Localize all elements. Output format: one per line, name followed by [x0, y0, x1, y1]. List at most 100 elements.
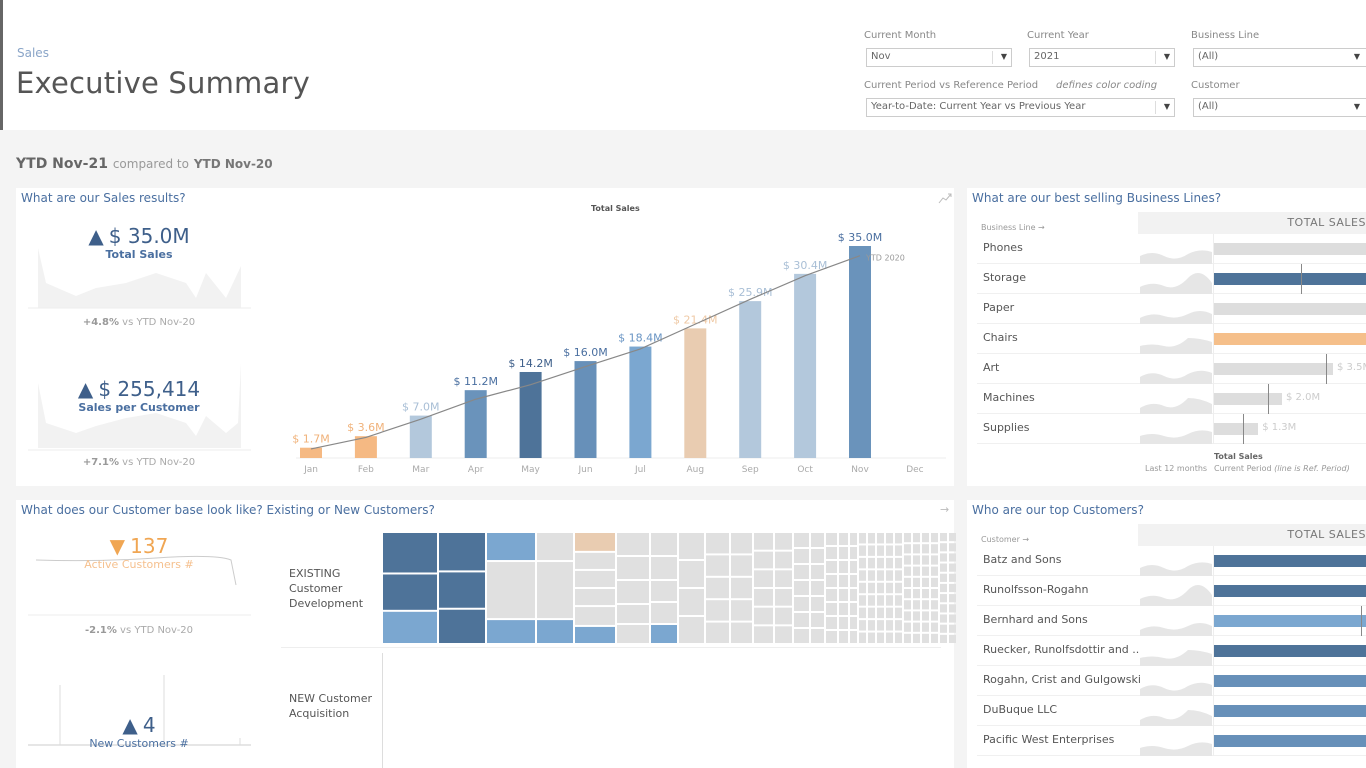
treemap-cell[interactable]	[794, 597, 809, 611]
treemap-cell[interactable]	[794, 581, 809, 595]
treemap-cell[interactable]	[940, 624, 947, 633]
treemap-cell[interactable]	[931, 611, 938, 621]
treemap-cell[interactable]	[949, 624, 956, 633]
treemap-cell[interactable]	[949, 604, 956, 613]
treemap-cell[interactable]	[731, 600, 752, 621]
treemap-cell[interactable]	[487, 562, 535, 619]
treemap-cell[interactable]	[931, 622, 938, 632]
bar-jun[interactable]	[574, 361, 597, 458]
treemap-cell[interactable]	[904, 611, 911, 621]
treemap-cell[interactable]	[922, 600, 929, 610]
treemap-cell[interactable]	[706, 555, 729, 576]
treemap-cell[interactable]	[775, 589, 792, 606]
treemap-cell[interactable]	[877, 557, 884, 569]
treemap-cell[interactable]	[775, 570, 792, 587]
treemap-cell[interactable]	[877, 582, 884, 594]
treemap-cell[interactable]	[922, 555, 929, 565]
treemap-cell[interactable]	[731, 577, 752, 599]
list-item[interactable]: Pacific West Enterprises	[977, 726, 1366, 756]
treemap-cell[interactable]	[931, 544, 938, 554]
sales-bar[interactable]	[1214, 705, 1366, 717]
treemap-cell[interactable]	[850, 547, 857, 559]
treemap-cell[interactable]	[617, 605, 649, 623]
list-item[interactable]: Machines $ 2.0M	[977, 384, 1366, 414]
treemap-cell[interactable]	[775, 551, 792, 569]
bar-feb[interactable]	[354, 436, 377, 458]
breadcrumb[interactable]: Sales	[17, 46, 49, 60]
treemap-cell[interactable]	[877, 607, 884, 619]
treemap-cell[interactable]	[949, 594, 956, 603]
treemap-cell[interactable]	[922, 589, 929, 599]
treemap-cell[interactable]	[940, 573, 947, 582]
treemap-cell[interactable]	[877, 533, 884, 544]
treemap-cell[interactable]	[754, 551, 773, 569]
treemap-cell[interactable]	[839, 603, 848, 615]
bar-apr[interactable]	[464, 390, 487, 458]
treemap-cell[interactable]	[922, 633, 929, 643]
list-item[interactable]: Storage	[977, 264, 1366, 294]
treemap-cell[interactable]	[868, 607, 875, 619]
treemap-cell[interactable]	[859, 595, 866, 606]
treemap-cell[interactable]	[913, 555, 920, 565]
treemap-cell[interactable]	[940, 634, 947, 643]
treemap-cell[interactable]	[931, 566, 938, 576]
treemap-cell[interactable]	[850, 575, 857, 587]
treemap-cell[interactable]	[731, 555, 752, 576]
treemap-cell[interactable]	[877, 545, 884, 556]
bar-nov[interactable]	[849, 246, 871, 458]
bar-aug[interactable]	[684, 328, 707, 458]
treemap-cell[interactable]	[617, 557, 649, 579]
treemap-cell[interactable]	[859, 620, 866, 631]
treemap-cell[interactable]	[913, 589, 920, 599]
treemap-cell[interactable]	[811, 565, 824, 579]
treemap-cell[interactable]	[839, 533, 848, 545]
customer-treemap[interactable]	[382, 532, 956, 644]
sales-bar[interactable]	[1214, 273, 1366, 285]
treemap-cell[interactable]	[895, 533, 902, 544]
treemap-cell[interactable]	[811, 581, 824, 595]
treemap-cell[interactable]	[537, 562, 573, 619]
treemap-cell[interactable]	[651, 533, 677, 555]
customer-select[interactable]: (All) ▼	[1193, 98, 1366, 117]
sales-bar[interactable]	[1214, 645, 1366, 657]
treemap-cell[interactable]	[537, 533, 573, 561]
list-item[interactable]: Ruecker, Runolfsdottir and ..	[977, 636, 1366, 666]
treemap-cell[interactable]	[940, 533, 947, 542]
treemap-cell[interactable]	[859, 533, 866, 544]
treemap-cell[interactable]	[922, 544, 929, 554]
treemap-cell[interactable]	[949, 573, 956, 582]
treemap-cell[interactable]	[651, 603, 677, 623]
treemap-cell[interactable]	[651, 557, 677, 579]
treemap-cell[interactable]	[826, 589, 837, 601]
list-item[interactable]: Batz and Sons	[977, 546, 1366, 576]
treemap-cell[interactable]	[487, 533, 535, 561]
treemap-cell[interactable]	[383, 574, 437, 610]
treemap-cell[interactable]	[651, 625, 677, 643]
treemap-cell[interactable]	[895, 582, 902, 594]
sales-bar[interactable]	[1214, 393, 1282, 405]
treemap-cell[interactable]	[895, 632, 902, 643]
treemap-cell[interactable]	[868, 570, 875, 581]
sales-bar[interactable]	[1214, 243, 1366, 255]
treemap-cell[interactable]	[877, 570, 884, 581]
arrow-right-icon[interactable]: →	[940, 503, 950, 516]
treemap-cell[interactable]	[895, 620, 902, 631]
treemap-cell[interactable]	[679, 561, 704, 587]
sales-bar[interactable]	[1214, 333, 1366, 345]
treemap-cell[interactable]	[940, 594, 947, 603]
treemap-cell[interactable]	[383, 533, 437, 573]
treemap-cell[interactable]	[904, 589, 911, 599]
treemap-cell[interactable]	[826, 575, 837, 587]
treemap-cell[interactable]	[826, 631, 837, 643]
treemap-cell[interactable]	[575, 552, 615, 569]
treemap-cell[interactable]	[913, 544, 920, 554]
treemap-cell[interactable]	[904, 622, 911, 632]
treemap-cell[interactable]	[940, 543, 947, 552]
treemap-cell[interactable]	[868, 620, 875, 631]
treemap-cell[interactable]	[940, 604, 947, 613]
treemap-cell[interactable]	[940, 614, 947, 623]
treemap-cell[interactable]	[868, 557, 875, 569]
treemap-cell[interactable]	[895, 570, 902, 581]
sales-bar[interactable]	[1214, 363, 1333, 375]
treemap-cell[interactable]	[949, 553, 956, 562]
